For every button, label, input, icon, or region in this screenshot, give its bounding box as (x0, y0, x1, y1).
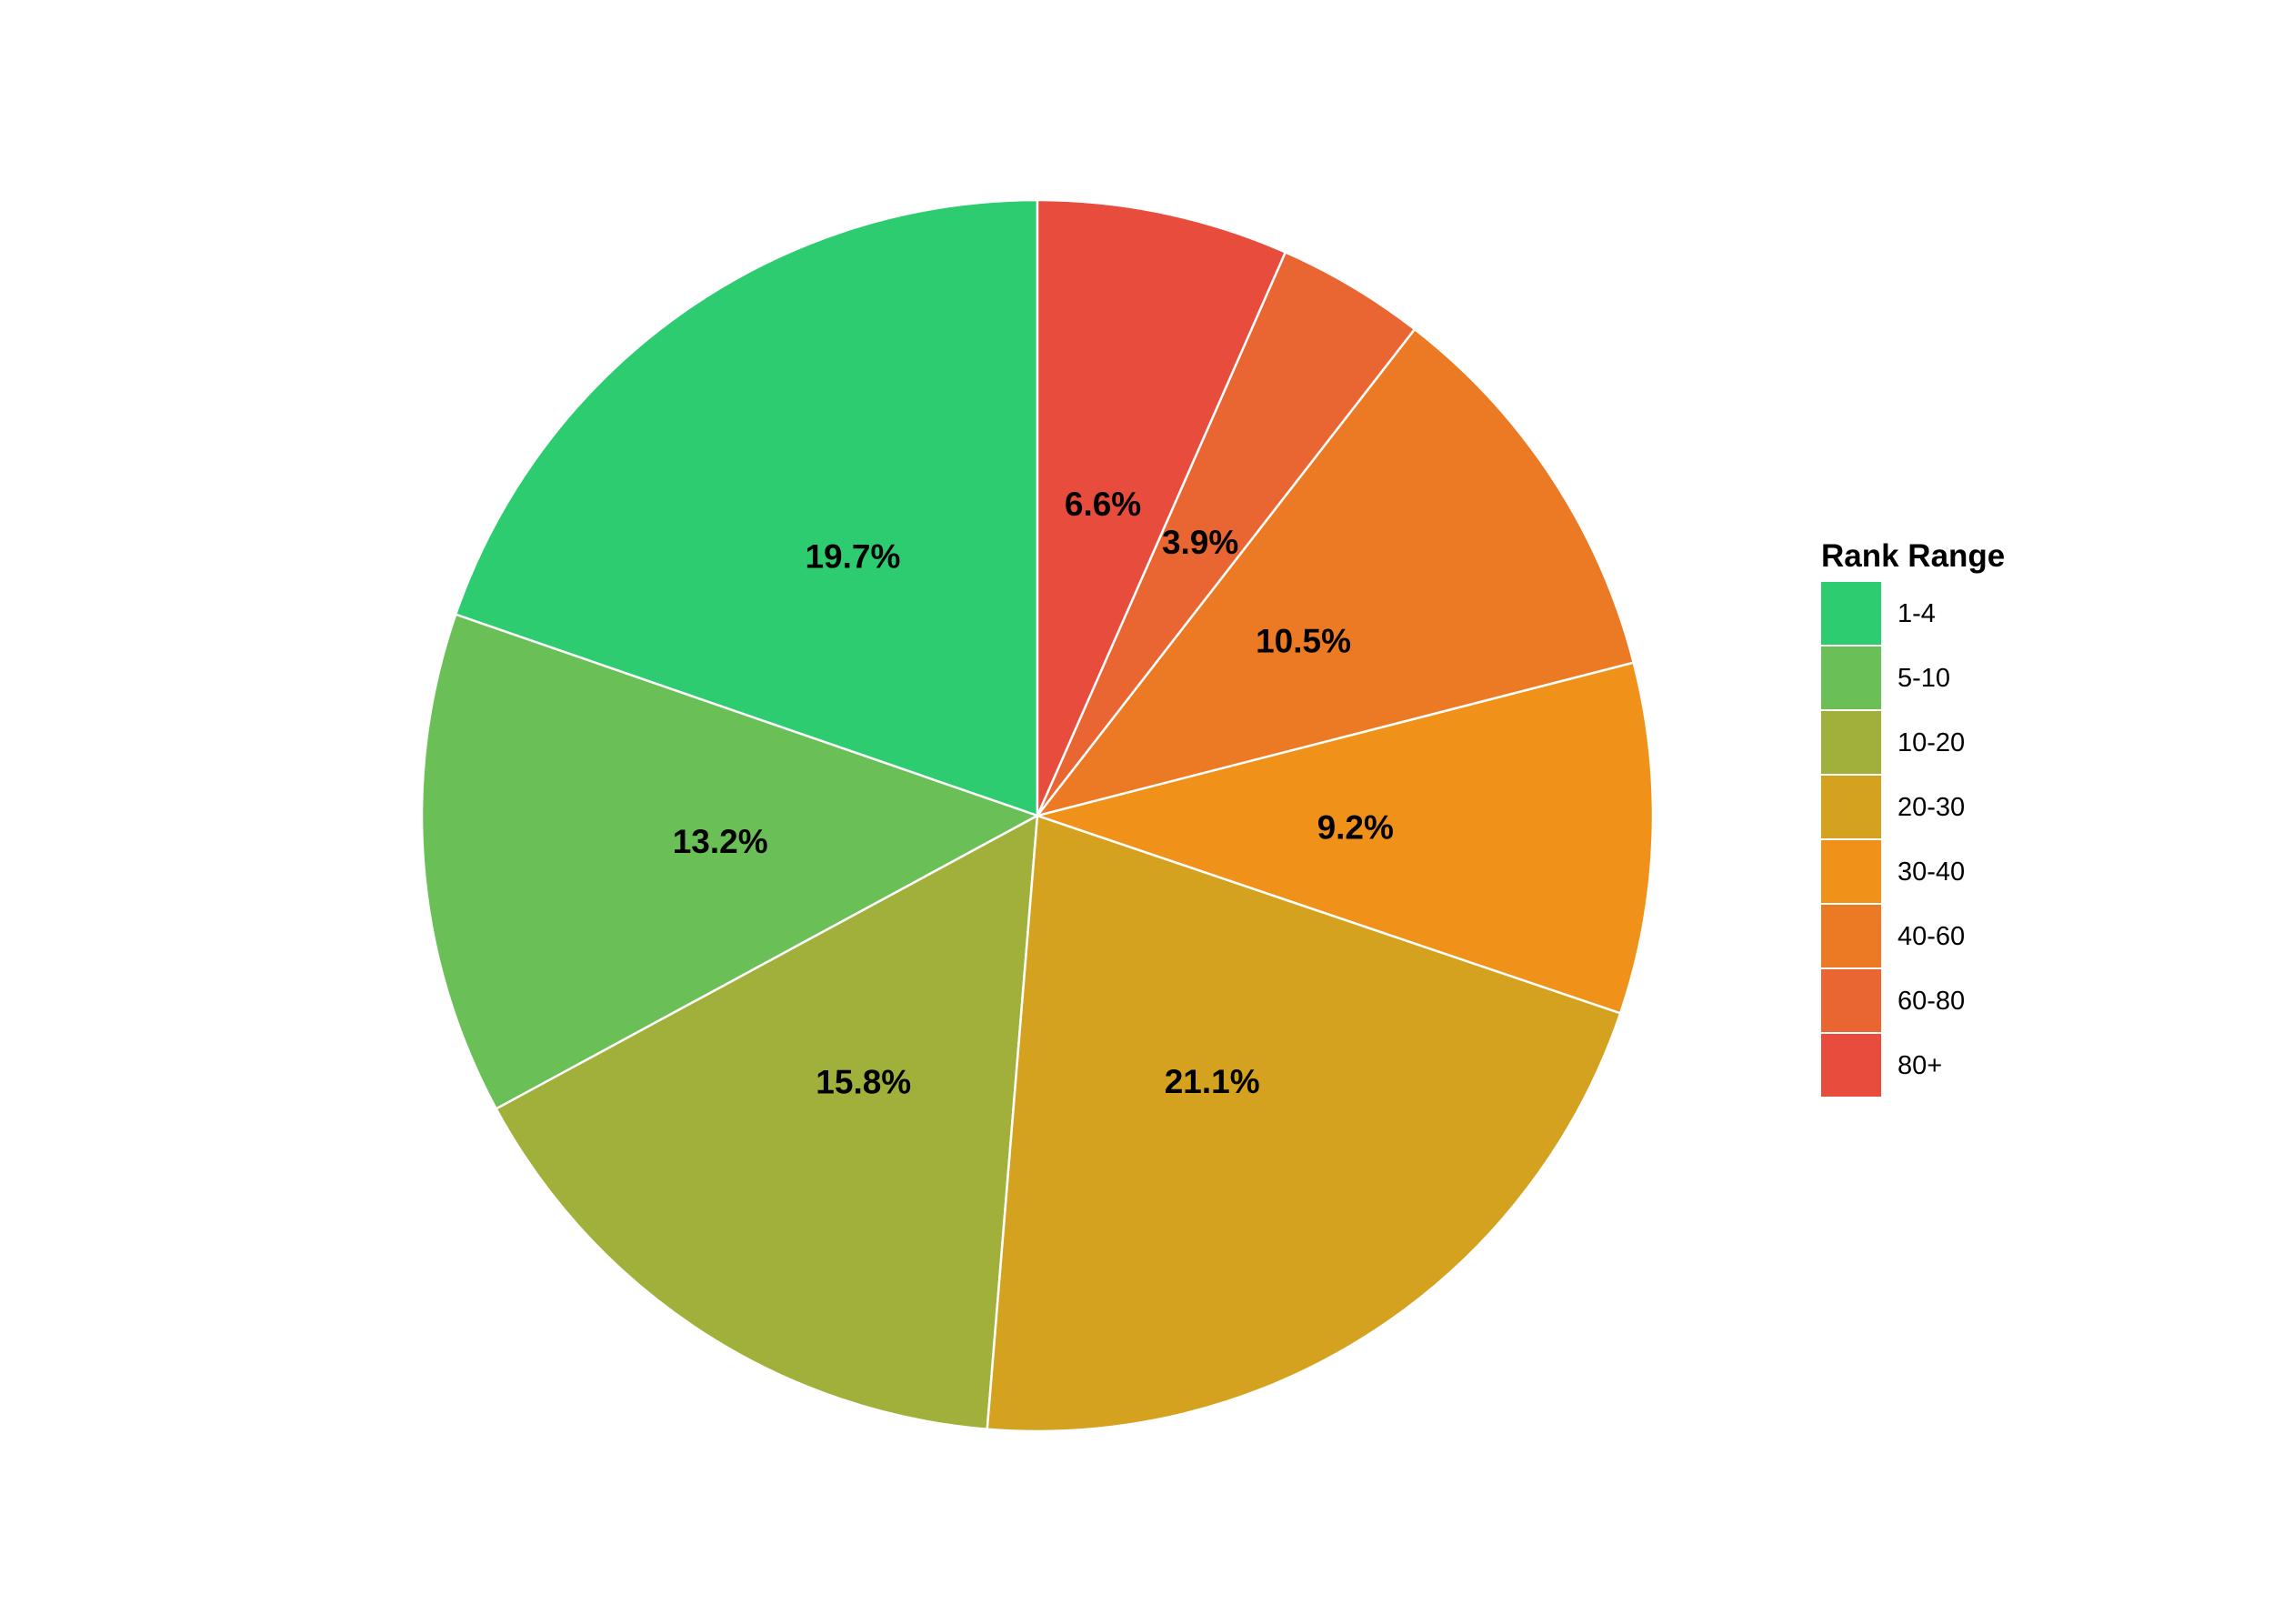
slice-label-60-80: 3.9% (1162, 524, 1238, 561)
slice-label-80+: 6.6% (1065, 486, 1141, 523)
pie-slice-80+ (1036, 198, 1287, 817)
legend-label-60-80: 60-80 (1898, 987, 1965, 1016)
legend-label-1-4: 1-4 (1898, 599, 1936, 628)
legend-swatch-20-30 (1821, 776, 1881, 838)
legend-swatch-10-20 (1821, 711, 1881, 774)
slice-label-20-30: 21.1% (1165, 1063, 1260, 1100)
slice-label-40-60: 10.5% (1256, 622, 1351, 659)
legend-swatch-1-4 (1821, 582, 1881, 645)
legend-items: 1-4 5-10 10-20 20-30 30-40 40-60 60-80 80+ (1821, 582, 1965, 1097)
legend-label-5-10: 5-10 (1898, 664, 1950, 693)
pie-slices (420, 198, 1655, 1433)
pie-slice-5-10 (420, 613, 1041, 1111)
slice-label-1-4: 19.7% (805, 537, 900, 575)
legend-swatch-30-40 (1821, 840, 1881, 903)
pie-slice-10-20 (495, 813, 1039, 1431)
slice-label-10-20: 15.8% (816, 1064, 911, 1101)
pie-slice-40-60 (1034, 327, 1636, 818)
legend-label-20-30: 20-30 (1898, 793, 1965, 822)
slice-label-30-40: 9.2% (1317, 809, 1394, 847)
pie-slice-1-4 (454, 198, 1039, 817)
legend-label-10-20: 10-20 (1898, 728, 1965, 757)
pie-slice-30-40 (1033, 661, 1655, 1015)
legend: Rank Range 1-4 5-10 10-20 20-30 30-40 40-60 60… (1821, 538, 2005, 1097)
legend-title: Rank Range (1821, 538, 2005, 574)
pie-slice-20-30 (986, 814, 1622, 1433)
legend-label-30-40: 30-40 (1898, 857, 1965, 887)
pie-labels: 19.7% 13.2% 15.8% 21.1% 9.2% 10.5% 3.9% 6.6% (673, 486, 1394, 1101)
legend-label-40-60: 40-60 (1898, 922, 1965, 951)
legend-swatch-40-60 (1821, 905, 1881, 967)
slice-label-5-10: 13.2% (673, 823, 768, 860)
legend-label-80+: 80+ (1898, 1051, 1942, 1080)
legend-swatch-5-10 (1821, 647, 1881, 709)
legend-swatch-60-80 (1821, 969, 1881, 1032)
legend-swatch-80+ (1821, 1034, 1881, 1097)
